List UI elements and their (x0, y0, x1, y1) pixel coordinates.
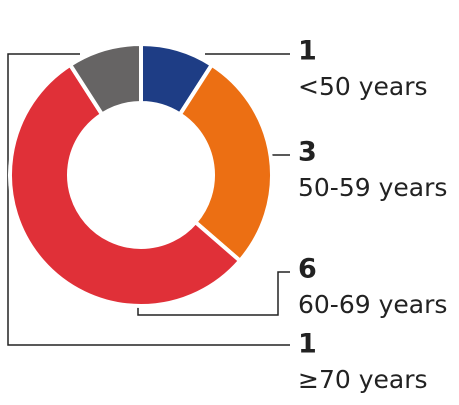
donut-segment (67, 41, 143, 118)
donut-segment (177, 62, 274, 264)
value-label: 1 (298, 329, 317, 360)
category-label: <50 years (298, 72, 428, 101)
category-label: 60-69 years (298, 290, 447, 319)
donut-segment (8, 62, 243, 308)
category-label: 50-59 years (298, 173, 447, 202)
category-label: ≥70 years (298, 365, 428, 394)
leader-line (7, 53, 290, 346)
value-label: 6 (298, 254, 317, 285)
leader-line (137, 271, 290, 316)
value-label: 1 (298, 36, 317, 67)
leader-lines (7, 53, 290, 346)
value-label: 3 (298, 137, 317, 168)
